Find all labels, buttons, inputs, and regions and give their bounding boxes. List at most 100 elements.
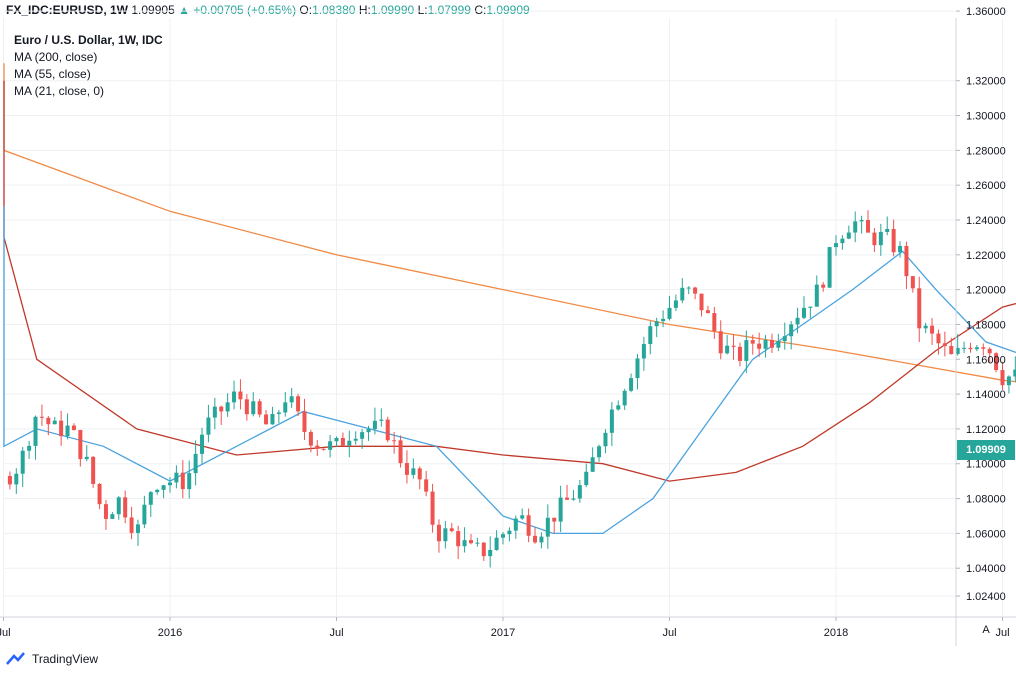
candle-body — [200, 434, 205, 454]
candle-body — [225, 402, 230, 412]
candle-body — [654, 321, 659, 327]
legend-ma21[interactable]: MA (21, close, 0) — [14, 84, 105, 98]
legend-ma55[interactable]: MA (55, close) — [14, 67, 91, 81]
candle-body — [385, 419, 390, 441]
x-tick-label: Jul — [329, 627, 343, 639]
candle-body — [155, 489, 160, 493]
candle-body — [142, 504, 147, 525]
candle-body — [776, 341, 781, 348]
candle-body — [187, 473, 192, 490]
candle-body — [936, 333, 941, 344]
candle-body — [866, 219, 871, 233]
candle-body — [949, 346, 954, 355]
tradingview-logo-icon — [6, 652, 25, 665]
candle-body — [302, 411, 307, 432]
candle-body — [244, 399, 249, 415]
candle-body — [891, 228, 896, 253]
low-value: 1.07999 — [427, 3, 471, 17]
candle-body — [39, 416, 44, 418]
time-axis[interactable]: Jul2016Jul2017Jul2018Jul2019Jul2020Jul — [0, 617, 1016, 639]
candle-body — [65, 425, 70, 437]
candle-body — [52, 420, 57, 425]
candle-body — [808, 306, 813, 308]
candle-body — [757, 343, 762, 349]
candle-body — [635, 358, 640, 379]
candle-body — [725, 345, 730, 354]
auto-scale-button[interactable]: A — [982, 624, 990, 636]
candle-body — [930, 325, 935, 334]
candle-body — [641, 344, 646, 359]
candle-body — [353, 438, 358, 441]
up-arrow-icon: ▲ — [178, 3, 190, 17]
y-tick-label: 1.10000 — [966, 459, 1006, 471]
candle-body — [673, 300, 678, 308]
candle-body — [27, 445, 32, 451]
candle-body — [289, 396, 294, 403]
candle-body — [424, 479, 429, 492]
price-axis[interactable]: 1.36000 1.32000 1.30000 1.28000 1.26000 1.240… — [956, 6, 1006, 603]
symbol-header: FX_IDC:EURUSD, 1W 1.09905 ▲ +0.00705 (+0… — [6, 3, 530, 17]
candle-body — [942, 343, 947, 347]
price-candles — [7, 210, 1016, 568]
legend-ma200[interactable]: MA (200, close) — [14, 50, 98, 64]
candle-body — [769, 339, 774, 348]
candle-body — [693, 287, 698, 294]
candle-body — [872, 232, 877, 246]
legend-title[interactable]: Euro / U.S. Dollar, 1W, IDC — [14, 33, 163, 47]
candle-body — [885, 228, 890, 233]
x-tick-label: 2018 — [824, 627, 848, 639]
candle-body — [981, 347, 986, 349]
footer-brand[interactable]: TradingView — [6, 652, 98, 666]
open-value: 1.08380 — [312, 3, 356, 17]
candle-body — [7, 475, 12, 485]
candle-body — [533, 535, 538, 543]
candle-body — [609, 409, 614, 433]
candle-body — [552, 517, 557, 522]
candle-body — [699, 293, 704, 311]
last-price-tag: 1.09909 — [957, 440, 1015, 460]
candle-body — [20, 450, 25, 474]
close-label: C: — [474, 3, 487, 17]
candle-body — [712, 313, 717, 332]
candle-body — [520, 515, 525, 519]
candle-body — [103, 504, 108, 519]
y-tick-label: 1.06000 — [966, 528, 1006, 540]
candle-body — [686, 287, 691, 289]
candle-body — [340, 437, 345, 446]
candle-body — [59, 420, 64, 437]
candle-body — [264, 414, 269, 425]
candle-body — [46, 417, 51, 425]
candle-body — [257, 401, 262, 415]
candle-body — [853, 221, 858, 233]
candle-body — [398, 440, 403, 464]
candle-body — [731, 345, 736, 347]
candle-body — [1006, 376, 1011, 386]
price-change: +0.00705 (+0.65%) — [193, 3, 297, 17]
symbol-name[interactable]: FX_IDC:EURUSD, 1W — [6, 3, 129, 17]
candle-body — [955, 347, 960, 355]
candle-body — [174, 472, 179, 483]
candle-body — [737, 346, 742, 361]
candle-body — [526, 515, 531, 536]
candle-body — [71, 425, 76, 431]
candle-body — [846, 232, 851, 239]
candle-body — [782, 336, 787, 342]
y-tick-label: 1.08000 — [966, 494, 1006, 506]
candle-body — [315, 445, 320, 449]
y-tick-label: 1.26000 — [966, 180, 1006, 192]
candle-body — [597, 446, 602, 458]
candle-body — [78, 430, 83, 460]
candle-body — [232, 391, 237, 403]
candle-body — [878, 232, 883, 246]
candle-body — [33, 416, 38, 446]
candle-body — [577, 485, 582, 499]
candle-body — [91, 456, 96, 484]
candle-body — [545, 517, 550, 537]
y-tick-label: 1.36000 — [966, 6, 1006, 18]
open-label: O: — [299, 3, 313, 17]
candle-body — [501, 534, 505, 538]
candle-body — [987, 348, 992, 354]
candle-body — [436, 524, 441, 542]
y-tick-label: 1.18000 — [966, 319, 1006, 331]
